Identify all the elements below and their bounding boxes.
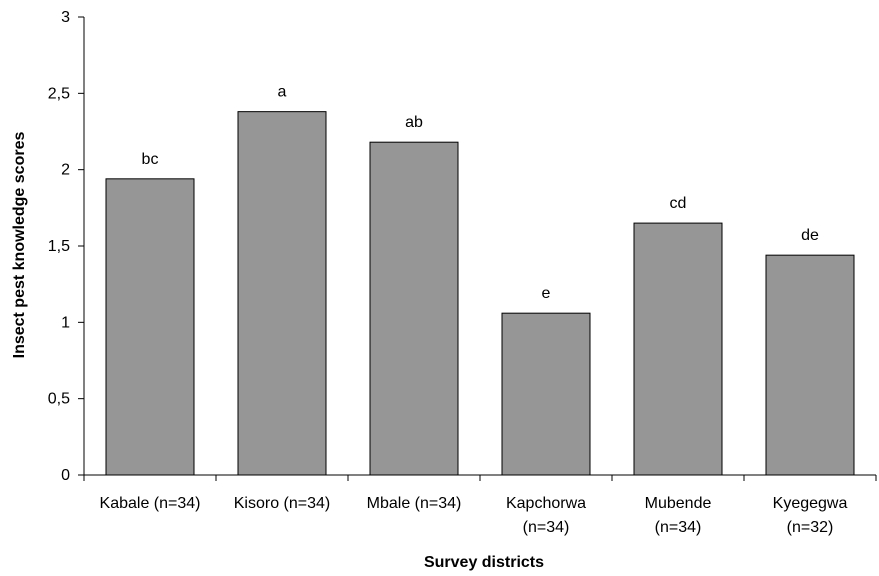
bar	[237, 111, 327, 476]
y-tick-label: 0,5	[48, 391, 70, 408]
category-label: Kabale (n=34)	[100, 495, 201, 512]
y-tick-label: 1	[61, 314, 70, 331]
x-axis	[83, 474, 877, 481]
data-label: bc	[142, 151, 159, 168]
category-label: (n=34)	[523, 519, 570, 536]
category-label: Kisoro (n=34)	[234, 495, 331, 512]
bar	[501, 312, 591, 476]
bar	[633, 222, 723, 476]
category-label: Kapchorwa	[506, 495, 586, 512]
bar	[105, 178, 195, 476]
y-tick-label: 1,5	[48, 238, 70, 255]
category-label: (n=32)	[787, 519, 834, 536]
y-axis-title: Insect pest knowledge scores	[11, 132, 28, 359]
y-tick-label: 0	[61, 467, 70, 484]
data-labels: bc a ab e cd de	[142, 84, 819, 303]
bar	[369, 141, 459, 476]
data-label: e	[542, 285, 551, 302]
y-axis: 0 0,5 1 1,5 2 2,5 3	[48, 9, 85, 484]
category-label: Mubende	[645, 495, 712, 512]
category-label: Mbale (n=34)	[367, 495, 462, 512]
category-label: Kyegegwa	[773, 495, 848, 512]
data-label: a	[278, 84, 287, 101]
data-label: de	[801, 227, 819, 244]
data-label: ab	[405, 114, 423, 131]
y-tick-label: 2	[61, 162, 70, 179]
bar	[765, 254, 855, 476]
x-ticks	[83, 475, 877, 481]
x-axis-title: Survey districts	[424, 554, 544, 571]
category-labels: Kabale (n=34) Kisoro (n=34) Mbale (n=34) Ka…	[100, 495, 848, 536]
bars	[105, 111, 855, 476]
y-tick-label: 3	[61, 9, 70, 26]
category-label: (n=34)	[655, 519, 702, 536]
data-label: cd	[670, 195, 687, 212]
y-ticks: 0 0,5 1 1,5 2 2,5 3	[48, 9, 84, 484]
y-tick-label: 2,5	[48, 85, 70, 102]
